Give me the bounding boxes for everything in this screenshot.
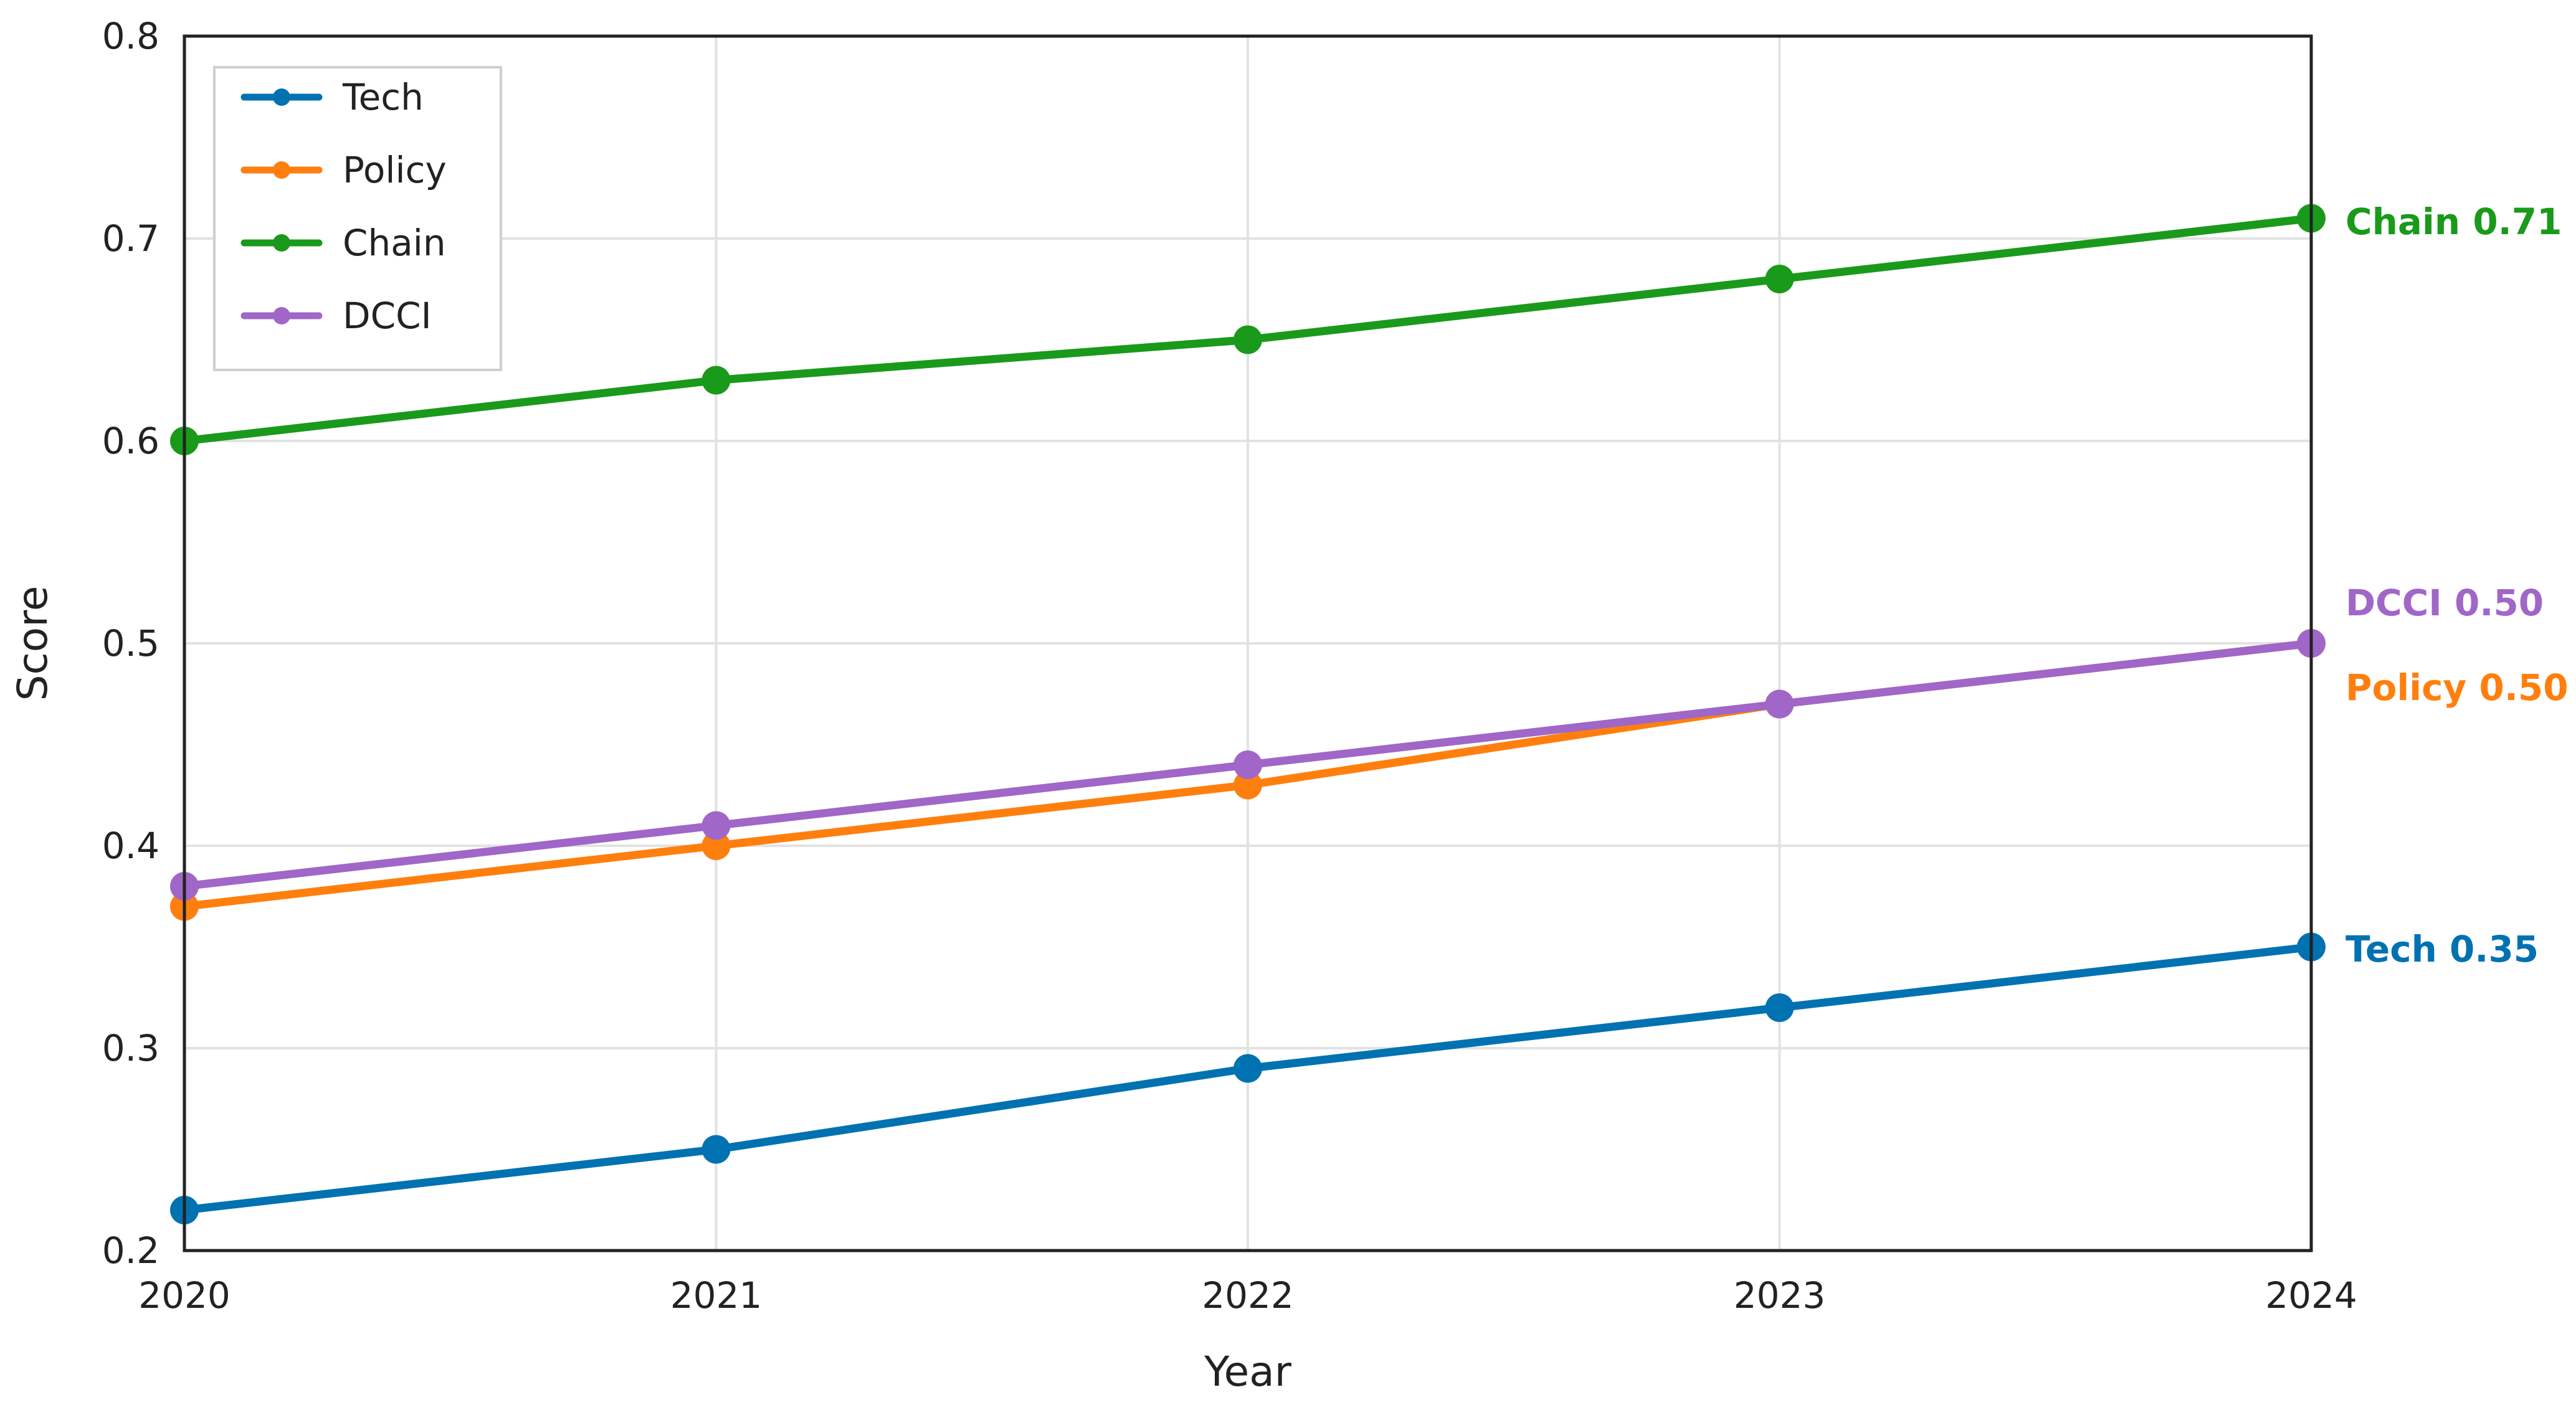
y-tick-label: 0.3	[102, 1027, 159, 1069]
end-label-chain: Chain 0.71	[2345, 201, 2562, 243]
legend-marker-policy	[273, 161, 290, 179]
legend-marker-dcci	[273, 307, 290, 324]
y-tick-label: 0.7	[102, 217, 159, 260]
y-tick-label: 0.8	[102, 15, 159, 57]
x-tick-label: 2024	[2265, 1274, 2357, 1317]
x-tick-label: 2022	[1202, 1274, 1294, 1317]
x-axis-title: Year	[1204, 1348, 1292, 1396]
data-point-tech	[1233, 1054, 1262, 1083]
legend-label-chain: Chain	[343, 222, 446, 264]
legend-label-dcci: DCCI	[343, 295, 432, 337]
y-tick-label: 0.4	[102, 825, 159, 867]
plot-frame	[183, 34, 2313, 1252]
data-point-tech	[1765, 993, 1794, 1022]
data-point-policy	[701, 831, 731, 860]
data-point-dcci	[1233, 750, 1262, 779]
end-label-tech: Tech 0.35	[2345, 928, 2539, 970]
legend-label-tech: Tech	[342, 76, 424, 118]
end-label-dcci: DCCI 0.50	[2345, 582, 2544, 624]
y-axis-title: Score	[9, 586, 57, 701]
data-point-chain	[701, 366, 731, 395]
end-label-policy: Policy 0.50	[2345, 666, 2569, 709]
data-point-tech	[701, 1135, 731, 1164]
x-tick-label: 2021	[670, 1274, 763, 1317]
x-tick-label: 2023	[1734, 1274, 1826, 1317]
legend: Tech Policy Chain DCCI	[213, 66, 502, 371]
y-tick-labels: 0.2 0.3 0.4 0.5 0.6 0.7 0.8	[102, 15, 159, 1272]
data-point-chain	[1233, 325, 1262, 354]
legend-marker-chain	[273, 234, 290, 252]
legend-marker-tech	[273, 88, 290, 106]
data-point-chain	[1765, 265, 1794, 293]
y-tick-label: 0.6	[102, 420, 159, 462]
data-point-policy	[1233, 770, 1262, 800]
y-tick-label: 0.5	[102, 622, 159, 665]
legend-box	[213, 66, 502, 371]
x-tick-label: 2020	[138, 1274, 231, 1317]
data-point-dcci	[701, 811, 731, 840]
x-tick-labels: 2020 2021 2022 2023 2024	[138, 1274, 2357, 1317]
legend-label-policy: Policy	[343, 149, 447, 191]
data-point-dcci	[1765, 689, 1794, 719]
y-tick-label: 0.2	[102, 1229, 159, 1272]
end-labels: Tech 0.35 Policy 0.50 Chain 0.71 DCCI 0.50	[2345, 201, 2569, 970]
